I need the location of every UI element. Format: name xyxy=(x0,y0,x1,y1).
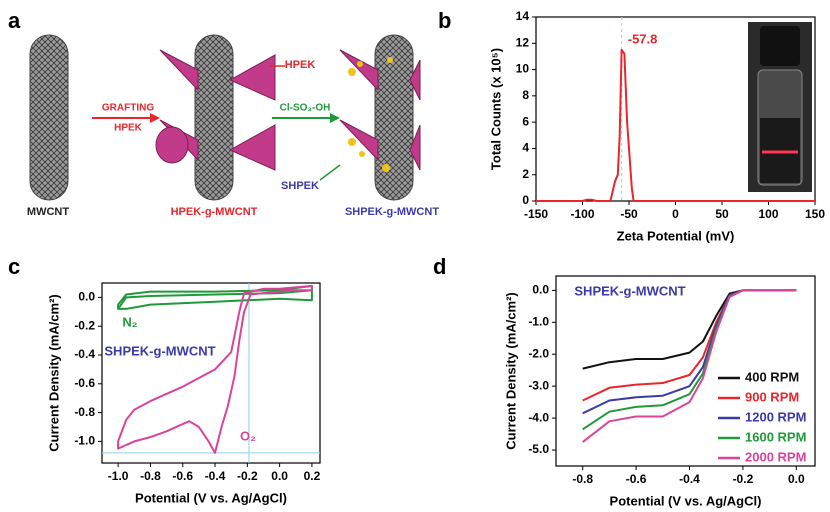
annotation: SHPEK-g-MWCNT xyxy=(104,343,215,358)
x-tick-label: 50 xyxy=(715,207,729,221)
panel-label: c xyxy=(8,254,20,279)
x-tick-label: 0.0 xyxy=(788,472,805,486)
y-tick-label: -0.8 xyxy=(74,405,95,419)
y-tick-label: 12 xyxy=(516,35,530,49)
vial-photo xyxy=(748,22,812,192)
y-tick-label: -2.0 xyxy=(528,346,549,360)
diagram-label: MWCNT xyxy=(27,206,69,218)
x-tick-label: -0.4 xyxy=(679,472,700,486)
x-tick-label: 0.2 xyxy=(304,469,321,483)
legend-label: 900 RPM xyxy=(745,389,799,404)
y-tick-label: 0.0 xyxy=(78,290,95,304)
data-line xyxy=(117,284,313,310)
diagram-label: HPEK xyxy=(285,59,316,71)
plot-frame xyxy=(101,282,321,464)
x-tick-label: 100 xyxy=(758,207,778,221)
data-line xyxy=(536,48,815,202)
x-tick-label: 150 xyxy=(805,207,825,221)
x-tick-label: -0.8 xyxy=(572,472,593,486)
diagram-label: Cl-SO₃-OH xyxy=(280,103,331,114)
y-tick-label: -0.6 xyxy=(74,376,95,390)
legend-label: 2000 RPM xyxy=(745,449,806,464)
y-tick-label: 10 xyxy=(516,62,530,76)
nanotube xyxy=(29,34,69,201)
plot-frame xyxy=(555,275,816,467)
x-axis-label: Potential (V vs. Ag/AgCl) xyxy=(610,493,762,508)
y-tick-label: 0.0 xyxy=(532,283,549,297)
diagram-label: HPEK xyxy=(114,123,143,134)
x-tick-label: -150 xyxy=(524,207,548,221)
legend-label: 1600 RPM xyxy=(745,429,806,444)
legend-label: 400 RPM xyxy=(745,369,799,384)
arrowhead xyxy=(150,113,160,123)
x-tick-label: 0 xyxy=(672,207,679,221)
x-axis-label: Potential (V vs. Ag/AgCl) xyxy=(135,490,287,505)
x-tick-label: 0.0 xyxy=(271,469,288,483)
diagram-label: GRAFTING xyxy=(102,103,154,114)
x-tick-label: -1.0 xyxy=(108,469,129,483)
y-tick-label: -1.0 xyxy=(528,314,549,328)
data-line xyxy=(582,289,797,443)
data-line xyxy=(582,289,797,370)
x-tick-label: -0.4 xyxy=(205,469,226,483)
arrowhead xyxy=(330,113,340,123)
x-tick-label: -100 xyxy=(570,207,594,221)
panel-label: b xyxy=(438,8,451,33)
nanotube xyxy=(194,34,234,201)
annotation: SHPEK-g-MWCNT xyxy=(574,283,685,298)
x-tick-label: -0.2 xyxy=(237,469,258,483)
y-tick-label: -0.2 xyxy=(74,318,95,332)
annotation: O₂ xyxy=(240,428,256,443)
sulfonate-groups xyxy=(348,57,393,172)
y-tick-label: 0 xyxy=(522,193,529,207)
panel-label: a xyxy=(8,8,21,33)
y-tick-label: 6 xyxy=(522,114,529,128)
y-axis-label: Current Density (mA/cm²) xyxy=(46,294,61,451)
nanotube xyxy=(374,34,414,201)
x-tick-label: -50 xyxy=(620,207,638,221)
x-axis-label: Zeta Potential (mV) xyxy=(617,228,735,243)
diagram-label: HPEK-g-MWCNT xyxy=(171,206,258,218)
x-tick-label: -0.6 xyxy=(626,472,647,486)
arrow xyxy=(319,164,341,181)
y-tick-label: 2 xyxy=(522,167,529,181)
annotation: N₂ xyxy=(122,314,137,329)
x-tick-label: -0.8 xyxy=(140,469,161,483)
peak-label: -57.8 xyxy=(628,31,658,46)
y-tick-label: -1.0 xyxy=(74,434,95,448)
y-tick-label: -0.4 xyxy=(74,347,95,361)
panel-label: d xyxy=(433,254,446,279)
diagram-label: SHPEK xyxy=(281,180,319,192)
y-tick-label: -3.0 xyxy=(528,378,549,392)
polymer-cones xyxy=(155,49,421,171)
x-tick-label: -0.6 xyxy=(172,469,193,483)
y-tick-label: 14 xyxy=(516,9,530,23)
y-tick-label: 8 xyxy=(522,88,529,102)
y-tick-label: 4 xyxy=(522,141,529,155)
y-axis-label: Current Density (mA/cm²) xyxy=(503,292,518,449)
data-line xyxy=(117,284,313,454)
y-tick-label: -5.0 xyxy=(528,442,549,456)
x-tick-label: -0.2 xyxy=(733,472,754,486)
panel-a: a xyxy=(8,8,421,201)
diagram-label: SHPEK-g-MWCNT xyxy=(345,206,439,218)
y-axis-label: Total Counts (x 10⁵) xyxy=(488,48,503,170)
legend-label: 1200 RPM xyxy=(745,409,806,424)
y-tick-label: -4.0 xyxy=(528,410,549,424)
